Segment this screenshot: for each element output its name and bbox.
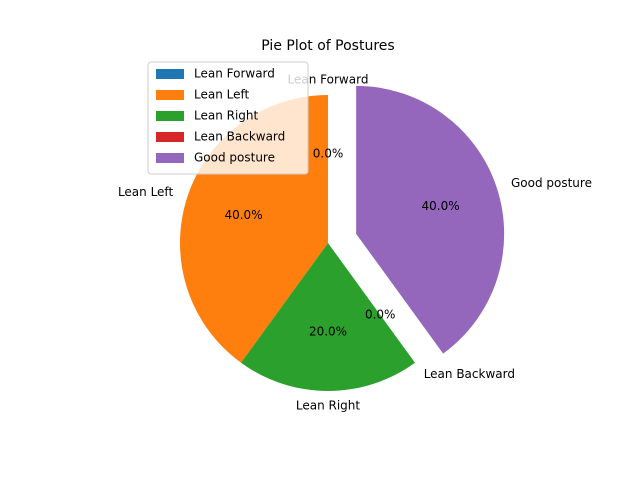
pie-slice-lean-right	[241, 243, 415, 392]
percent-label-lean-backward: 0.0%	[365, 307, 396, 321]
pie-slice-good-posture	[356, 85, 505, 354]
legend-swatch-lean-right	[156, 111, 184, 121]
slice-label-lean-right: Lean Right	[296, 398, 361, 412]
legend-swatch-lean-forward	[156, 69, 184, 79]
legend-swatch-lean-left	[156, 90, 184, 100]
slice-percent-labels: 0.0% 40.0% 20.0% 0.0% 40.0%	[224, 147, 459, 339]
slice-label-lean-backward: Lean Backward	[424, 367, 515, 381]
slice-label-good-posture: Good posture	[511, 176, 592, 190]
legend-label-lean-forward: Lean Forward	[194, 67, 275, 81]
legend-label-lean-left: Lean Left	[194, 88, 250, 102]
legend-box	[147, 61, 309, 175]
legend-swatch-good-posture	[156, 153, 184, 163]
legend-swatch-lean-backward	[156, 132, 184, 142]
percent-label-lean-forward: 0.0%	[313, 147, 344, 161]
legend-label-lean-backward: Lean Backward	[194, 130, 285, 144]
percent-label-lean-left: 40.0%	[224, 208, 262, 222]
chart-title: Pie Plot of Postures	[261, 38, 394, 54]
legend-label-good-posture: Good posture	[194, 151, 275, 165]
legend-label-lean-right: Lean Right	[194, 109, 259, 123]
percent-label-good-posture: 40.0%	[422, 199, 460, 213]
slice-label-lean-left: Lean Left	[118, 185, 174, 199]
percent-label-lean-right: 20.0%	[309, 324, 347, 338]
legend: Lean Forward Lean Left Lean Right Lean Back…	[147, 61, 309, 175]
